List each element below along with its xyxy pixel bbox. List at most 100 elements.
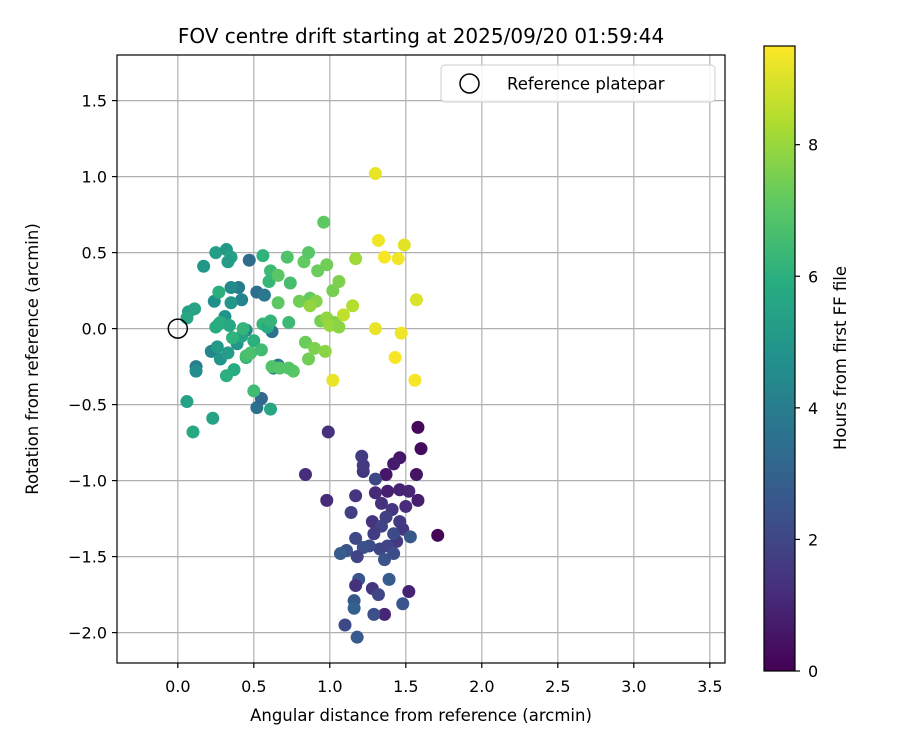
data-point	[311, 264, 325, 278]
data-point	[368, 472, 382, 486]
data-point	[221, 346, 235, 360]
data-point	[247, 384, 261, 398]
data-point	[411, 493, 425, 507]
data-point	[298, 335, 312, 349]
data-point	[402, 585, 416, 599]
x-tick-label: 0.5	[241, 677, 266, 696]
data-point	[332, 320, 346, 334]
data-point	[271, 268, 285, 282]
data-point	[431, 528, 445, 542]
data-point	[264, 402, 278, 416]
data-point	[210, 340, 224, 354]
colorbar-tick-label: 0	[808, 662, 818, 681]
data-point	[242, 253, 256, 267]
data-point	[236, 322, 250, 336]
data-point	[333, 547, 347, 561]
data-point	[349, 578, 363, 592]
chart-title: FOV centre drift starting at 2025/09/20 …	[178, 24, 664, 48]
data-point	[409, 468, 423, 482]
data-point	[350, 550, 364, 564]
data-point	[186, 425, 200, 439]
data-point	[368, 167, 382, 181]
data-point	[264, 314, 278, 328]
data-point	[320, 258, 334, 272]
data-point	[347, 601, 361, 615]
y-tick-label: −0.5	[68, 396, 107, 415]
data-point	[256, 249, 270, 263]
data-point	[280, 250, 294, 264]
data-point	[283, 276, 297, 290]
x-tick-label: 3.5	[697, 677, 722, 696]
data-point	[292, 294, 306, 308]
data-point	[262, 274, 276, 288]
data-point	[414, 442, 428, 456]
data-point	[302, 246, 316, 260]
data-point	[247, 334, 261, 348]
data-point	[219, 369, 233, 383]
legend: Reference platepar	[440, 64, 716, 103]
data-point	[397, 238, 411, 252]
colorbar: 0 2 4 6 8 Hours from first FF file	[763, 45, 850, 681]
data-point	[350, 630, 364, 644]
data-point	[349, 531, 363, 545]
y-axis: −2.0 −1.5 −1.0 −0.5 0.0 0.5 1.0 1.5	[68, 92, 117, 643]
data-point	[235, 293, 249, 307]
data-point	[303, 299, 317, 313]
data-point	[189, 364, 203, 378]
data-point	[222, 319, 236, 333]
data-point	[197, 259, 211, 273]
x-axis-title: Angular distance from reference (arcmin)	[250, 706, 592, 725]
data-point	[387, 527, 401, 541]
data-point	[381, 484, 395, 498]
y-tick-label: −2.0	[68, 624, 107, 643]
data-point	[378, 553, 392, 567]
legend-box	[440, 64, 716, 103]
data-point	[387, 457, 401, 471]
data-point	[180, 395, 194, 409]
data-point	[368, 486, 382, 500]
data-point	[378, 607, 392, 621]
data-point	[273, 361, 287, 375]
colorbar-ticks: 0 2 4 6 8	[795, 136, 818, 681]
data-point	[349, 252, 363, 266]
x-axis: 0.0 0.5 1.0 1.5 2.0 2.5 3.0 3.5	[165, 663, 723, 696]
data-point	[394, 326, 408, 340]
data-point	[221, 255, 235, 269]
reference-marker	[167, 318, 189, 339]
data-point	[367, 607, 381, 621]
data-point	[332, 274, 346, 288]
data-point	[336, 308, 350, 322]
data-point	[393, 483, 407, 497]
data-point	[368, 322, 382, 336]
data-point	[379, 468, 393, 482]
data-point	[271, 296, 285, 310]
data-point	[349, 489, 363, 503]
x-tick-label: 2.0	[469, 677, 494, 696]
data-point	[209, 246, 223, 260]
x-tick-label: 1.5	[393, 677, 418, 696]
data-point	[254, 343, 268, 357]
y-tick-label: 1.5	[82, 92, 107, 111]
data-point	[378, 250, 392, 264]
x-tick-label: 1.0	[317, 677, 342, 696]
data-point	[321, 425, 335, 439]
data-point	[367, 527, 381, 541]
colorbar-tick-label: 6	[808, 267, 818, 286]
data-point	[403, 530, 417, 544]
x-tick-label: 0.0	[165, 677, 190, 696]
legend-label: Reference platepar	[507, 75, 665, 94]
data-point	[382, 572, 396, 586]
data-point	[308, 341, 322, 355]
colorbar-tick-label: 4	[808, 399, 818, 418]
data-point	[338, 618, 352, 632]
colorbar-gradient	[763, 45, 796, 672]
data-point	[388, 350, 402, 364]
data-point	[411, 420, 425, 434]
colorbar-title: Hours from first FF file	[831, 266, 850, 450]
data-point	[226, 331, 240, 345]
data-point	[326, 284, 340, 298]
data-point	[371, 588, 385, 602]
data-point	[320, 493, 334, 507]
data-point	[396, 597, 410, 611]
